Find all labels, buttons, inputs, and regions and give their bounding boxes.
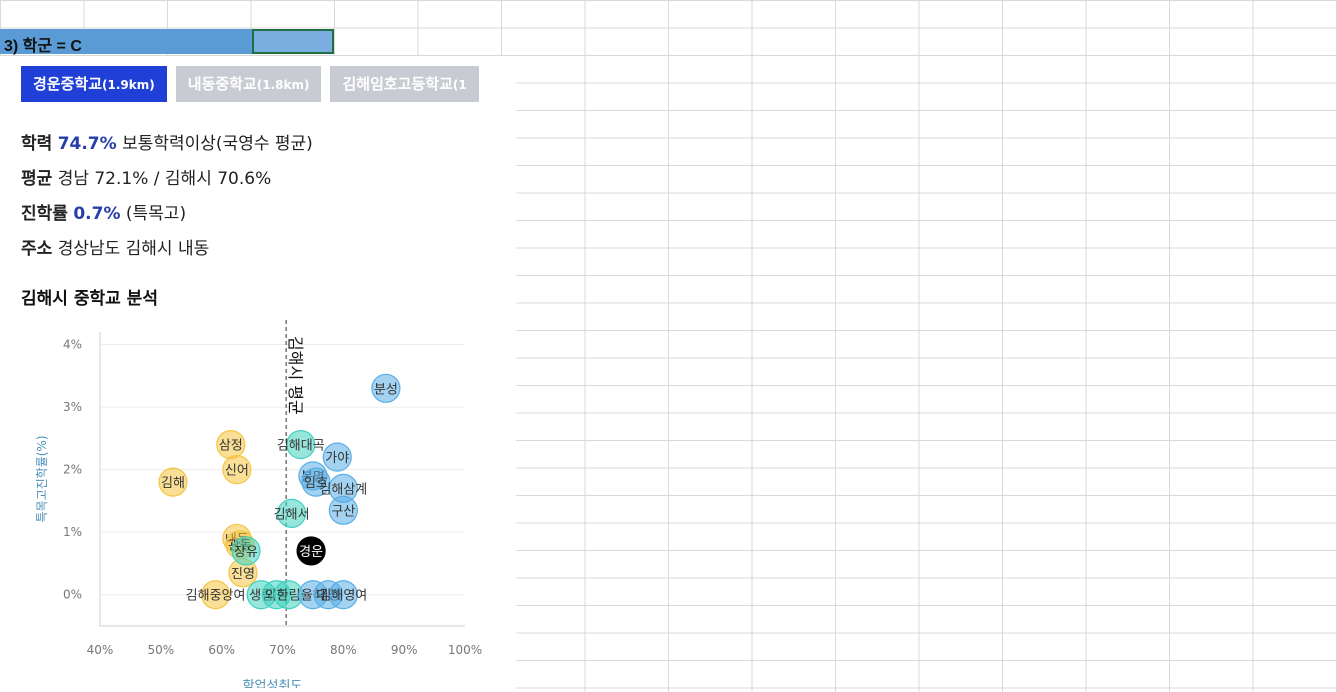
data-point-label: 김해중앙여 xyxy=(186,589,246,604)
y-tick-label: 2% xyxy=(63,463,82,477)
scatter-chart: 0% 1% 2% 3% 4% 40% 50% 60% 70% 80% 90% 100% 학업성취도 특목고… xyxy=(35,320,482,688)
x-axis-label: 학업성취도 xyxy=(243,679,303,688)
reference-line-label: 김해시 평균 xyxy=(286,336,305,415)
data-point xyxy=(301,467,331,497)
y-tick-label: 0% xyxy=(63,588,82,602)
data-point xyxy=(231,536,261,566)
data-point-label: 분성 xyxy=(374,382,398,397)
achievement-value: 74.7% xyxy=(57,134,117,154)
tab-label: 내동중학교 xyxy=(187,75,257,93)
school-tabs: 경운중학교(1.9km) 내동중학교(1.8km) 김해임호고등학교(1 xyxy=(21,66,485,102)
tab-label: 경운중학교 xyxy=(33,75,103,93)
data-point xyxy=(322,442,352,472)
x-tick-label: 80% xyxy=(330,643,357,657)
data-point xyxy=(371,373,401,403)
data-point-label: 가야 xyxy=(325,451,349,466)
data-point-label: 경운 xyxy=(299,545,323,560)
data-point-label: 신어 xyxy=(225,464,249,479)
address-row: 주소 경상남도 김해시 내동 xyxy=(21,234,209,259)
y-axis-label: 특목고진학률(%) xyxy=(35,435,49,522)
x-tick-label: 70% xyxy=(269,643,296,657)
tab-school-1[interactable]: 경운중학교(1.9km) xyxy=(21,66,167,102)
tab-distance: (1 xyxy=(452,78,467,92)
data-point xyxy=(200,580,231,610)
data-point xyxy=(296,536,326,566)
data-point xyxy=(158,467,188,497)
data-point-label: 진영 xyxy=(231,567,255,582)
data-point xyxy=(328,580,358,610)
x-tick-label: 100% xyxy=(448,643,482,657)
data-point-label: 장유 xyxy=(234,545,258,560)
data-point xyxy=(286,429,316,460)
achievement-desc: 보통학력이상(국영수 평균) xyxy=(122,134,313,154)
address-label: 주소 xyxy=(21,239,53,259)
data-point-label: 김해서 xyxy=(274,507,310,522)
data-point-label: 구산 xyxy=(331,504,355,519)
section-title: 3) 학군 = C xyxy=(4,38,82,55)
x-tick-label: 90% xyxy=(391,643,418,657)
average-row: 평균 경남 72.1% / 김해시 70.6% xyxy=(21,164,271,189)
analysis-title: 김해시 중학교 분석 xyxy=(21,289,158,309)
advancement-value: 0.7% xyxy=(73,204,121,224)
data-point xyxy=(222,455,252,485)
y-tick-label: 4% xyxy=(63,338,82,352)
data-point xyxy=(328,495,358,525)
data-point-label: 김해 xyxy=(161,476,185,491)
advancement-desc: (특목고) xyxy=(125,204,187,224)
selected-cell[interactable] xyxy=(252,29,334,54)
x-tick-label: 50% xyxy=(147,643,174,657)
tab-label: 김해임호고등학교 xyxy=(342,75,453,93)
section-header-bar xyxy=(0,29,334,54)
data-point xyxy=(277,498,307,529)
x-tick-label: 60% xyxy=(208,643,235,657)
data-point-label: 김해대곡 xyxy=(277,439,325,454)
tab-school-3[interactable]: 김해임호고등학교(1 xyxy=(330,66,479,102)
advancement-row: 진학률 0.7% (특목고) xyxy=(21,199,186,224)
achievement-row: 학력 74.7% 보통학력이상(국영수 평균) xyxy=(21,129,313,154)
tab-school-2[interactable]: 내동중학교(1.8km) xyxy=(175,66,322,102)
advancement-label: 진학률 xyxy=(21,204,68,224)
x-tick-label: 40% xyxy=(87,643,114,657)
address-value: 경상남도 김해시 내동 xyxy=(57,239,210,259)
data-point-label: 임호 xyxy=(304,476,328,491)
average-label: 평균 xyxy=(21,169,53,189)
tab-distance: (1.8km) xyxy=(256,78,310,92)
data-point-label: 김해삼계 xyxy=(319,482,367,497)
y-tick-label: 1% xyxy=(63,525,82,539)
data-point-label: 한림 xyxy=(277,589,301,604)
data-point-label: 김해영여 xyxy=(319,589,367,604)
y-tick-label: 3% xyxy=(63,400,82,414)
achievement-label: 학력 xyxy=(21,134,53,154)
tab-distance: (1.9km) xyxy=(102,78,155,92)
average-value: 경남 72.1% / 김해시 70.6% xyxy=(57,169,272,189)
data-point-label: 삼정 xyxy=(219,439,243,454)
